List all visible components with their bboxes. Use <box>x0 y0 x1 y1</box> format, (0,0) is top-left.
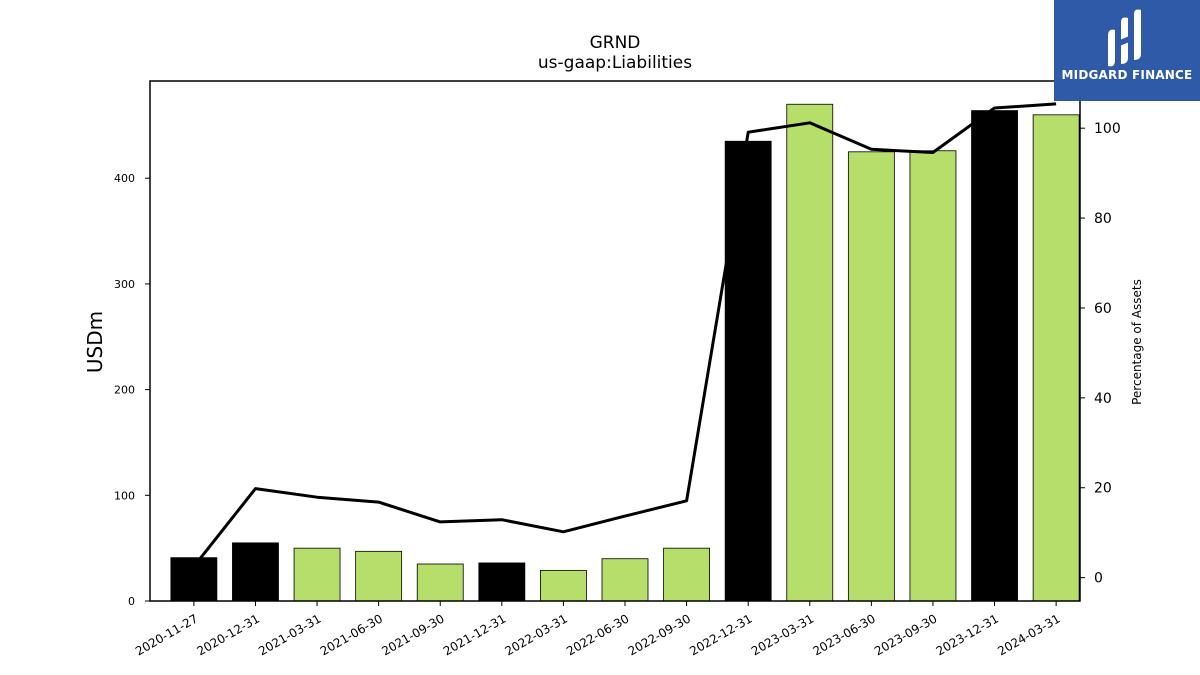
bar <box>232 542 279 602</box>
x-tick-label: 2020-12-31 <box>195 611 262 658</box>
x-tick-label: 2023-06-30 <box>810 611 877 658</box>
bar <box>1032 114 1080 602</box>
chart-subtitle: us-gaap:Liabilities <box>538 53 692 73</box>
x-tick-label: 2023-09-30 <box>872 611 939 658</box>
x-tick-label: 2022-12-31 <box>687 611 754 658</box>
x-tick-label: 2022-09-30 <box>626 611 693 658</box>
x-tick-label: 2021-03-31 <box>256 611 323 658</box>
y2-tick-label: 80 <box>1094 211 1112 227</box>
logo-mark-icon <box>1108 9 1141 67</box>
y-axis-label: USDm <box>83 311 107 373</box>
bar <box>540 569 587 602</box>
bar <box>971 110 1018 602</box>
logo-text: MIDGARD FINANCE <box>1061 68 1193 82</box>
y-tick-label: 400 <box>114 172 135 185</box>
x-tick-label: 2022-03-31 <box>503 611 570 658</box>
x-tick-label: 2020-11-27 <box>133 611 200 658</box>
plot-frame <box>149 80 1081 602</box>
chart-title: GRND <box>590 33 641 53</box>
x-tick-label: 2024-03-31 <box>995 611 1062 658</box>
bar <box>909 150 957 602</box>
bar <box>601 558 649 602</box>
y2-tick-label: 40 <box>1094 391 1112 407</box>
bar <box>416 563 464 602</box>
x-tick-label: 2021-12-31 <box>441 611 508 658</box>
bar <box>293 547 341 602</box>
y-tick-label: 300 <box>114 278 135 291</box>
x-tick-label: 2022-06-30 <box>564 611 631 658</box>
bar <box>663 547 710 602</box>
bar <box>724 140 772 602</box>
bar <box>847 151 895 602</box>
bar <box>478 562 526 602</box>
x-tick-label: 2021-09-30 <box>379 611 446 658</box>
midgard-finance-logo: MIDGARD FINANCE <box>1054 0 1200 101</box>
y2-tick-label: 60 <box>1094 301 1112 317</box>
y-tick-label: 0 <box>128 595 135 608</box>
y2-axis-label: Percentage of Assets <box>1130 279 1144 405</box>
percentage-line <box>192 102 1057 568</box>
bar <box>355 550 403 602</box>
x-tick-label: 2021-06-30 <box>318 611 385 658</box>
y2-tick-label: 100 <box>1094 121 1121 137</box>
bar <box>786 103 834 602</box>
y-tick-label: 100 <box>114 489 135 502</box>
y-tick-label: 200 <box>114 384 135 397</box>
y2-tick-label: 20 <box>1094 481 1112 497</box>
x-tick-label: 2023-12-31 <box>934 611 1001 658</box>
y2-tick-label: 0 <box>1094 571 1103 587</box>
x-tick-label: 2023-03-31 <box>749 611 816 658</box>
